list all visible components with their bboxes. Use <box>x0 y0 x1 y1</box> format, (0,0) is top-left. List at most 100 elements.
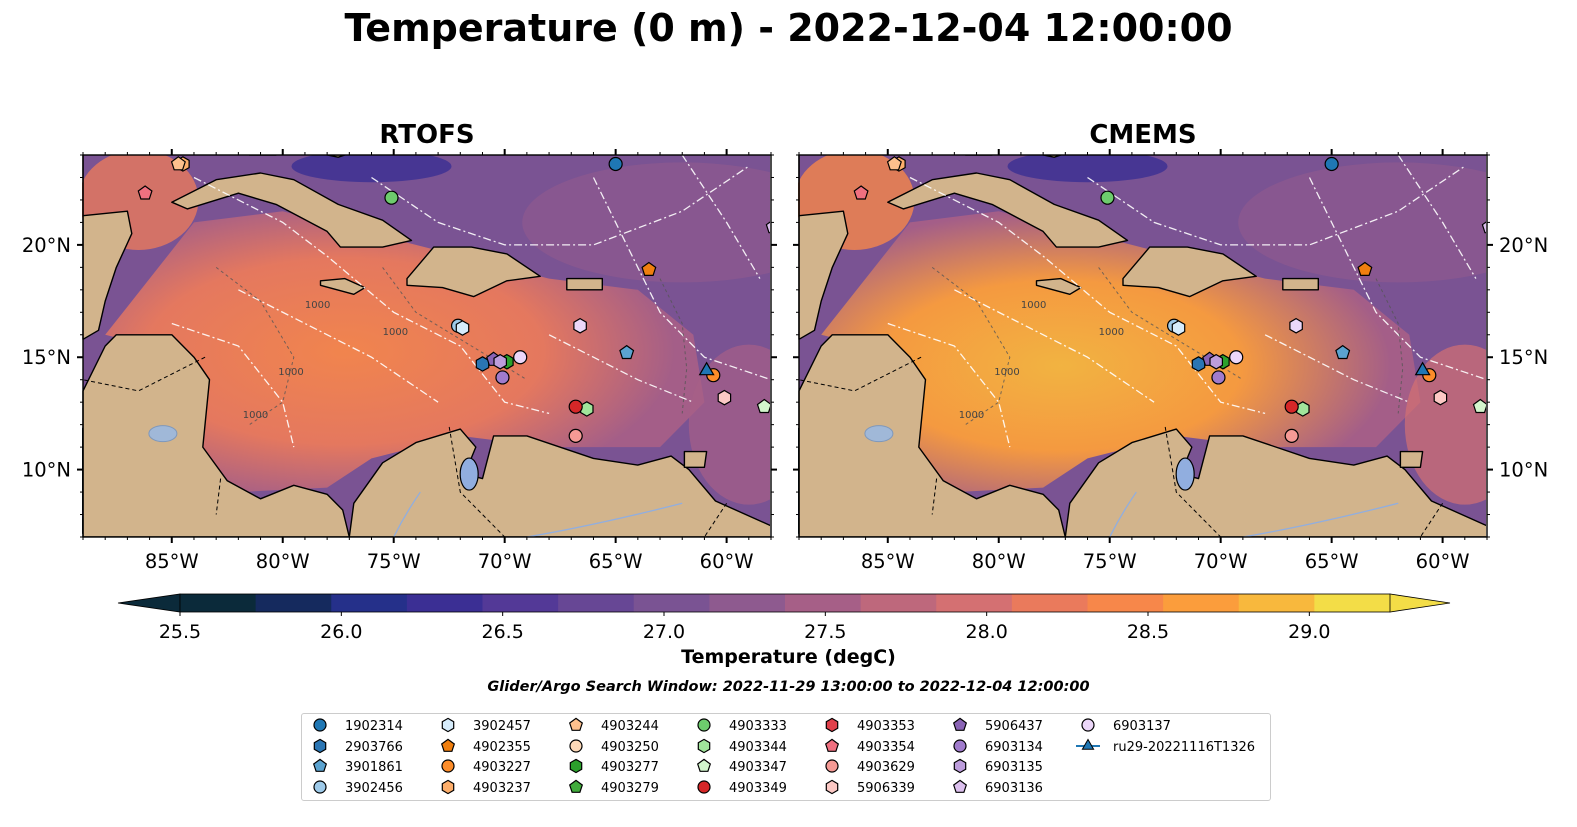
map-panel-rtofs[interactable]: 1000 1000 1000 1000 85°W 80°W 75°W 70°W 65°W 60°W… <box>22 133 842 574</box>
legend-label: 4903237 <box>473 781 531 796</box>
lon-tick-label: 75°W <box>1083 550 1137 573</box>
legend-marker-swatch <box>697 718 711 732</box>
legend-label: 4903349 <box>729 781 787 796</box>
colorbar-extend-high <box>1389 593 1451 613</box>
land-cuba <box>171 172 413 248</box>
legend-label: 4903279 <box>601 781 659 796</box>
float-marker <box>853 185 869 200</box>
colorbar-segment <box>255 594 332 612</box>
lake-maracaibo <box>459 457 479 491</box>
colorbar-extend-low <box>117 593 181 613</box>
legend-entry: 4903354 <box>824 738 915 755</box>
float-marker <box>493 353 507 370</box>
isobath-label: 1000 <box>243 410 268 421</box>
atlantic-water <box>1238 162 1486 283</box>
lon-tick-label: 85°W <box>861 550 915 573</box>
lon-tick-label: 70°W <box>478 550 532 573</box>
east-atlantic-water <box>688 344 770 505</box>
float-marker <box>717 389 732 406</box>
legend-label: ru29-20221116T1326 <box>1113 740 1255 755</box>
legend-marker-swatch <box>953 739 967 753</box>
isobath-line <box>659 278 688 414</box>
float-marker <box>568 399 583 414</box>
colorbar-segment <box>860 594 937 612</box>
isobath-label: 1000 <box>994 367 1019 378</box>
float-marker <box>608 156 623 172</box>
map-frame <box>798 154 1488 538</box>
legend-entry: 2903766 <box>313 738 403 755</box>
legend-marker-swatch <box>952 779 968 793</box>
eez-boundary <box>1308 177 1486 381</box>
colorbar-segment <box>785 594 862 612</box>
float-marker <box>1357 261 1373 276</box>
colorbar-segment <box>1314 594 1391 612</box>
legend-entry: 4903279 <box>568 779 659 796</box>
legend-entry: 6903135 <box>953 758 1043 775</box>
legend-marker-swatch <box>569 739 583 753</box>
lat-tick-label: 15°N <box>1499 346 1548 369</box>
lat-tick-label: 20°N <box>1499 234 1548 257</box>
legend-label: 4903227 <box>473 760 531 775</box>
legend-label: 4903347 <box>729 760 787 775</box>
float-marker <box>641 261 657 276</box>
map-panel-cmems[interactable]: 1000 1000 1000 1000 85°W 80°W 75°W 70°W 65°W 60°W… <box>765 133 1558 574</box>
legend-entry: ru29-20221116T1326 <box>1076 738 1255 755</box>
float-marker <box>568 428 583 443</box>
lon-tick-label: 65°W <box>589 550 643 573</box>
float-marker <box>1211 370 1226 385</box>
land-jamaica <box>319 277 366 295</box>
legend-label: 4903244 <box>601 719 659 734</box>
legend-entry: 4903353 <box>825 717 915 734</box>
country-border <box>82 356 206 392</box>
legend-entry: 6903137 <box>1081 718 1171 734</box>
legend-marker-swatch <box>313 738 327 754</box>
panel-title-cmems: CMEMS <box>1089 120 1197 150</box>
colorbar-tick-label: 27.0 <box>643 621 685 643</box>
land-florida <box>248 155 277 156</box>
legend-marker-swatch <box>313 780 327 794</box>
float-marker <box>1171 320 1186 336</box>
legend-entries: 1902314 2903766 3901861 3902456 3902457 49023… <box>312 717 1255 796</box>
legend-entry: 3902456 <box>313 780 403 796</box>
float-marker <box>170 156 186 171</box>
eez-boundary <box>592 177 770 381</box>
legend-label: 5906437 <box>985 719 1043 734</box>
legend-entry: 4903250 <box>569 739 659 755</box>
legend-entry: 5906339 <box>825 779 915 796</box>
legend-label: 4903353 <box>857 719 915 734</box>
land-trinidad <box>683 450 708 468</box>
legend-marker-swatch <box>824 738 840 752</box>
float-marker <box>756 398 770 414</box>
eez-boundary <box>238 289 439 403</box>
legend-label: 4902355 <box>473 740 531 755</box>
legend-entry: 4903349 <box>697 780 787 796</box>
float-marker <box>1100 190 1115 205</box>
legend-label: 4903354 <box>857 740 915 755</box>
land-puerto-rico <box>1282 277 1320 291</box>
land-central-america <box>798 334 1067 537</box>
legend-marker-swatch <box>1081 738 1095 750</box>
panel-title-rtofs: RTOFS <box>379 120 475 150</box>
land-yucatan <box>82 155 133 340</box>
float-marker <box>384 190 399 205</box>
float-marker <box>886 156 902 171</box>
isobath-label: 1000 <box>959 410 984 421</box>
colorbar-segment <box>936 594 1013 612</box>
legend-marker-swatch <box>440 738 456 752</box>
legend-entry: 4903227 <box>441 759 531 775</box>
legend-label: 6903135 <box>985 760 1043 775</box>
lake-nicaragua <box>864 425 894 443</box>
lat-tick-label: 10°N <box>1499 459 1548 482</box>
lon-tick-label: 65°W <box>1305 550 1359 573</box>
glider-marker <box>1414 361 1431 376</box>
colorbar: 25.5 26.0 26.5 27.0 27.5 28.0 28.5 29.0 <box>117 593 1451 643</box>
eez-boundary <box>1264 334 1410 403</box>
lon-tick-label: 75°W <box>367 550 421 573</box>
search-window-text: Glider/Argo Search Window: 2022-11-29 13… <box>487 679 1090 695</box>
isobath-label: 1000 <box>278 367 303 378</box>
legend-entry: 4903237 <box>441 779 531 796</box>
country-border <box>931 478 938 515</box>
lake-maracaibo <box>1175 457 1195 491</box>
river-orinoco <box>1242 502 1399 537</box>
